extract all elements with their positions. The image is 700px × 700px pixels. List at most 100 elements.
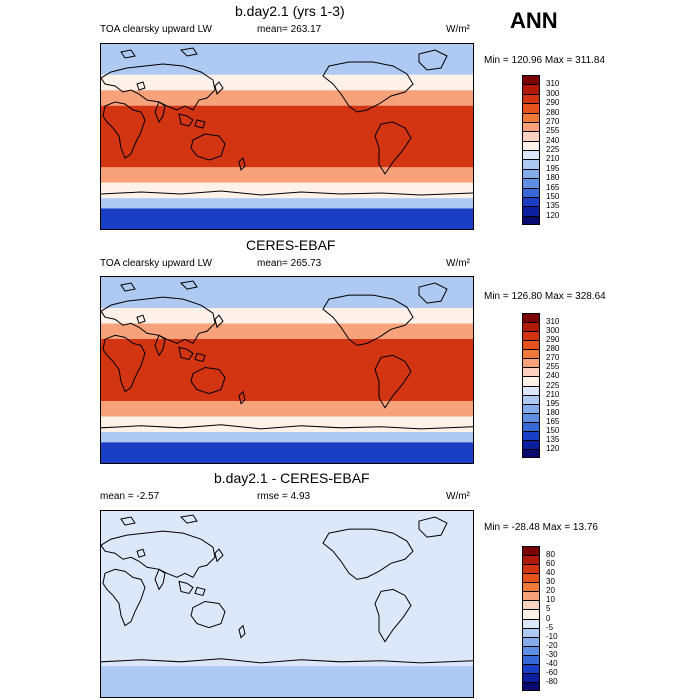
colorbar-swatch xyxy=(522,564,540,574)
colorbar-tick-label: 165 xyxy=(546,182,560,192)
colorbar-tick-label: -30 xyxy=(546,649,558,659)
colorbar-swatch xyxy=(522,159,540,169)
colorbar-swatch xyxy=(522,681,540,691)
colorbar-swatch xyxy=(522,150,540,160)
colorbar-swatch xyxy=(522,131,540,141)
colorbar-swatch xyxy=(522,168,540,179)
map-band xyxy=(101,198,473,209)
colorbar-tick-label: 290 xyxy=(546,98,560,108)
colorbar-tick-label: 0 xyxy=(546,613,551,623)
map-band xyxy=(101,167,473,183)
colorbar-tick-label: 210 xyxy=(546,389,560,399)
colorbar-tick-label: 180 xyxy=(546,407,560,417)
colorbar-swatch xyxy=(522,430,540,440)
panel1-units-label: W/m² xyxy=(446,24,470,35)
colorbar-tick-label: 80 xyxy=(546,550,555,560)
colorbar-swatch xyxy=(522,618,540,628)
colorbar-swatch xyxy=(522,385,540,395)
colorbar-swatch xyxy=(522,654,540,664)
colorbar-tick-label: 165 xyxy=(546,416,560,426)
colorbar-tick-label: 150 xyxy=(546,425,560,435)
colorbar-tick-label: 225 xyxy=(546,145,560,154)
colorbar-tick-label: 280 xyxy=(546,107,560,117)
panel3-mean-label: mean = -2.57 xyxy=(100,491,160,502)
colorbar-tick-label: 280 xyxy=(546,344,560,354)
panel3-title: b.day2.1 - CERES-EBAF xyxy=(214,470,370,486)
colorbar-swatch xyxy=(522,322,540,332)
panel1-title: b.day2.1 (yrs 1-3) xyxy=(235,3,345,19)
colorbar-swatch xyxy=(522,394,540,404)
colorbar-tick-label: 30 xyxy=(546,577,555,587)
map-band xyxy=(101,416,473,432)
colorbar-tick-label: -20 xyxy=(546,640,558,650)
colorbar-swatch xyxy=(522,376,540,386)
colorbar-swatch xyxy=(522,196,540,207)
colorbar-swatch xyxy=(522,112,540,122)
colorbar-tick-label: 135 xyxy=(546,201,560,211)
colorbar-tick-label: 300 xyxy=(546,88,560,98)
map-band xyxy=(101,277,473,308)
map-band xyxy=(101,542,473,573)
colorbar-swatch xyxy=(522,421,540,431)
panel1-map-svg xyxy=(101,44,473,229)
panel1-range-label: Min = 120.96 Max = 311.84 xyxy=(484,55,606,66)
colorbar-swatch xyxy=(522,573,540,583)
map-band xyxy=(101,208,473,229)
colorbar-tick-label: 240 xyxy=(546,371,560,381)
panel3-colorbar: 80 60 40 30 20 10 5 0 -5 -10 -20 -30 -40 -60 -80 xyxy=(522,546,558,691)
colorbar-tick-label: 40 xyxy=(546,568,555,578)
colorbar-swatch xyxy=(522,672,540,682)
season-label: ANN xyxy=(510,8,558,33)
colorbar-swatch xyxy=(522,358,540,368)
map-band xyxy=(101,308,473,324)
map-band xyxy=(101,105,473,168)
colorbar-swatch xyxy=(522,412,540,422)
colorbar-tick-label: 240 xyxy=(546,135,560,145)
colorbar-swatch xyxy=(522,178,540,188)
colorbar-swatch xyxy=(522,448,540,458)
colorbar-frame xyxy=(522,313,540,458)
colorbar-tick-label: 120 xyxy=(546,210,560,220)
map-band xyxy=(101,442,473,463)
colorbar-tick-label: 150 xyxy=(546,191,560,201)
colorbar-swatch xyxy=(522,206,540,216)
colorbar-tick-label: 20 xyxy=(546,586,555,596)
panel2-title: CERES-EBAF xyxy=(246,237,336,253)
colorbar-swatch xyxy=(522,84,540,94)
map-band xyxy=(101,90,473,106)
panel2-variable-label: TOA clearsky upward LW xyxy=(100,258,212,269)
colorbar-swatch xyxy=(522,103,540,113)
colorbar-swatch xyxy=(522,645,540,655)
colorbar-tick-label: -80 xyxy=(546,676,558,686)
map-band xyxy=(101,573,473,635)
colorbar-tick-label: 300 xyxy=(546,326,560,336)
colorbar-tick-label: 60 xyxy=(546,559,555,569)
panel2-range-label: Min = 126.80 Max = 328.64 xyxy=(484,291,606,302)
colorbar-swatch xyxy=(522,403,540,413)
colorbar-swatch xyxy=(522,439,540,449)
colorbar-tick-label: 270 xyxy=(546,116,560,126)
colorbar-swatch xyxy=(522,591,540,601)
colorbar-swatch xyxy=(522,140,540,150)
map-band xyxy=(101,74,473,91)
colorbar-swatch xyxy=(522,663,540,673)
colorbar-swatch xyxy=(522,609,540,619)
colorbar-tick-label: -5 xyxy=(546,622,554,632)
panel2-mean-label: mean= 265.73 xyxy=(257,258,322,269)
colorbar-tick-label: 195 xyxy=(546,163,560,173)
colorbar-tick-label: 210 xyxy=(546,154,560,164)
panel3-units-label: W/m² xyxy=(446,491,470,502)
colorbar-tick-label: -40 xyxy=(546,658,558,668)
colorbar-tick-label: 270 xyxy=(546,353,560,363)
colorbar-frame xyxy=(522,75,540,225)
colorbar-tick-label: 180 xyxy=(546,173,560,183)
panel3-rmse-label: rmse = 4.93 xyxy=(257,491,311,502)
panel2-map-svg xyxy=(101,277,473,463)
colorbar-swatch xyxy=(522,600,540,610)
map-band xyxy=(101,323,473,339)
panel2-colorbar: 310 300 290 280 270 255 240 225 210 195 180 165 150 1… xyxy=(522,313,559,458)
colorbar-swatch xyxy=(522,187,540,197)
panel2-units-label: W/m² xyxy=(446,258,470,269)
colorbar-tick-label: -10 xyxy=(546,631,558,641)
map-band xyxy=(101,401,473,417)
